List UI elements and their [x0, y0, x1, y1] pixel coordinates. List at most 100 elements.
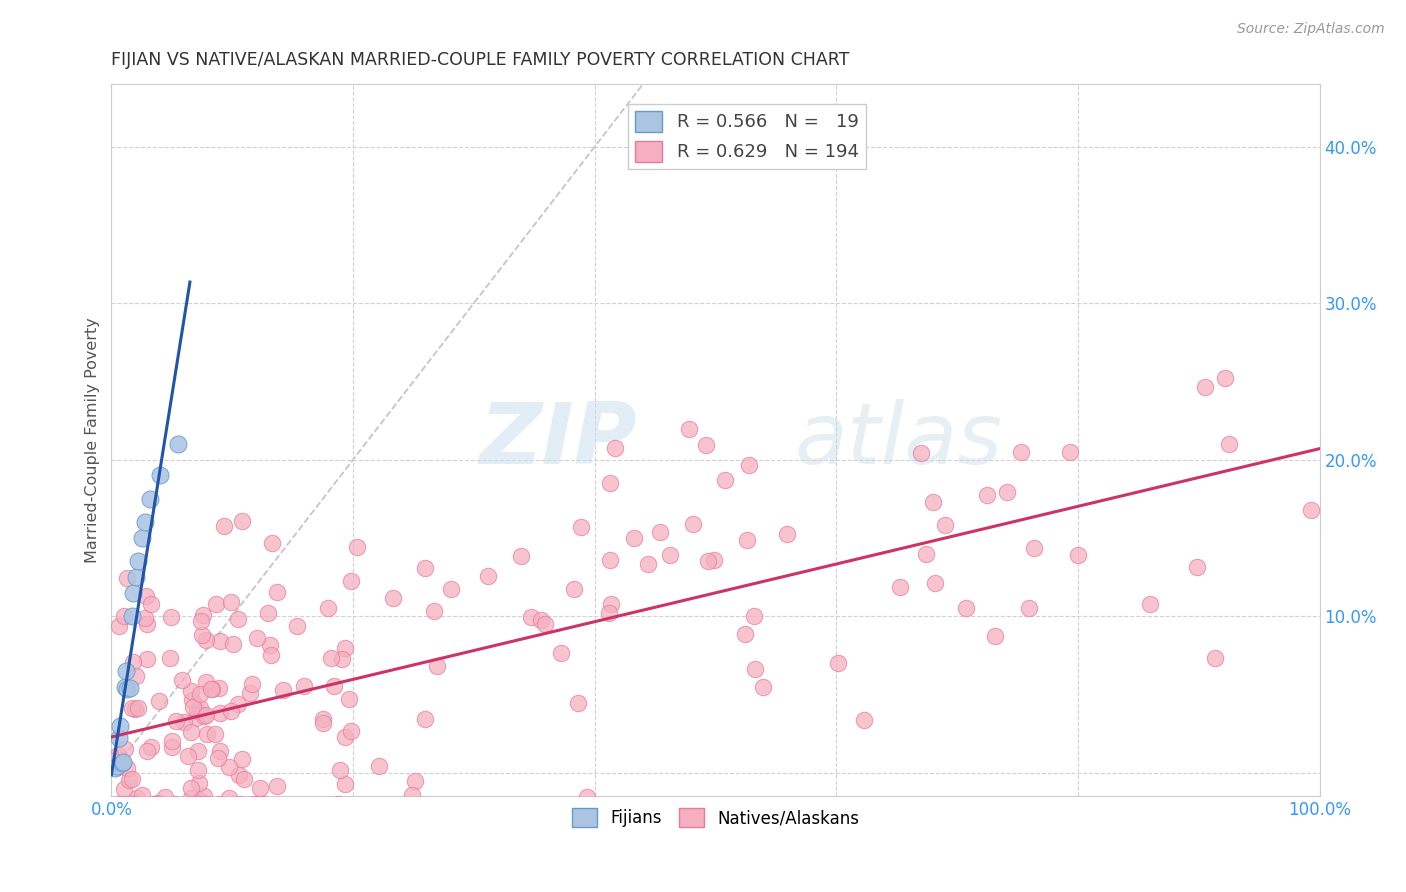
- Point: [194, 675, 217, 690]
- Point: [124, 570, 146, 584]
- Point: [1194, 380, 1216, 394]
- Point: [115, 664, 138, 678]
- Point: [115, 761, 138, 775]
- Point: [180, 692, 202, 706]
- Point: [401, 788, 423, 802]
- Point: [183, 700, 205, 714]
- Point: [228, 612, 250, 626]
- Point: [637, 557, 659, 571]
- Point: [934, 518, 956, 533]
- Point: [648, 525, 671, 540]
- Point: [160, 739, 183, 754]
- Point: [219, 705, 242, 719]
- Point: [1022, 541, 1045, 555]
- Point: [318, 600, 340, 615]
- Point: [112, 755, 135, 769]
- Point: [976, 488, 998, 502]
- Point: [605, 442, 627, 456]
- Point: [187, 775, 209, 789]
- Point: [285, 619, 308, 633]
- Point: [115, 571, 138, 585]
- Point: [703, 553, 725, 567]
- Point: [623, 531, 645, 545]
- Point: [153, 789, 176, 804]
- Point: [955, 601, 977, 615]
- Point: [121, 772, 143, 786]
- Point: [242, 797, 264, 811]
- Point: [209, 744, 232, 758]
- Point: [165, 797, 187, 811]
- Point: [714, 473, 737, 487]
- Point: [413, 712, 436, 726]
- Point: [477, 569, 499, 583]
- Point: [114, 781, 136, 796]
- Point: [1213, 371, 1236, 385]
- Point: [240, 677, 263, 691]
- Point: [104, 761, 127, 775]
- Point: [910, 446, 932, 460]
- Point: [658, 548, 681, 562]
- Point: [567, 696, 589, 710]
- Point: [333, 730, 356, 744]
- Point: [139, 739, 162, 754]
- Point: [382, 591, 405, 605]
- Point: [139, 491, 162, 506]
- Point: [186, 711, 208, 725]
- Point: [180, 780, 202, 795]
- Point: [142, 797, 165, 811]
- Point: [440, 582, 463, 596]
- Point: [122, 655, 145, 669]
- Point: [337, 692, 360, 706]
- Point: [172, 673, 194, 687]
- Point: [165, 714, 187, 728]
- Point: [1218, 436, 1240, 450]
- Point: [194, 633, 217, 648]
- Point: [188, 687, 211, 701]
- Point: [271, 683, 294, 698]
- Point: [114, 741, 136, 756]
- Point: [121, 609, 143, 624]
- Point: [921, 494, 943, 508]
- Point: [312, 716, 335, 731]
- Point: [135, 589, 157, 603]
- Point: [776, 527, 799, 541]
- Point: [107, 759, 129, 773]
- Point: [266, 779, 288, 793]
- Point: [232, 772, 254, 786]
- Point: [208, 706, 231, 721]
- Point: [682, 517, 704, 532]
- Point: [124, 797, 146, 811]
- Point: [224, 797, 246, 811]
- Point: [180, 683, 202, 698]
- Point: [734, 627, 756, 641]
- Point: [738, 458, 761, 472]
- Point: [118, 681, 141, 695]
- Point: [228, 768, 250, 782]
- Point: [193, 608, 215, 623]
- Point: [127, 701, 149, 715]
- Point: [207, 751, 229, 765]
- Point: [118, 772, 141, 787]
- Point: [136, 616, 159, 631]
- Point: [735, 533, 758, 548]
- Point: [984, 629, 1007, 643]
- Point: [195, 797, 218, 811]
- Point: [134, 515, 156, 529]
- Point: [229, 797, 252, 811]
- Point: [534, 617, 557, 632]
- Point: [201, 681, 224, 696]
- Point: [260, 648, 283, 663]
- Point: [187, 797, 209, 811]
- Point: [510, 549, 533, 563]
- Point: [134, 611, 156, 625]
- Point: [530, 613, 553, 627]
- Text: atlas: atlas: [794, 399, 1002, 482]
- Point: [550, 646, 572, 660]
- Point: [127, 554, 149, 568]
- Point: [1204, 651, 1226, 665]
- Point: [319, 650, 342, 665]
- Point: [177, 748, 200, 763]
- Point: [742, 609, 765, 624]
- Point: [562, 582, 585, 596]
- Point: [405, 774, 427, 789]
